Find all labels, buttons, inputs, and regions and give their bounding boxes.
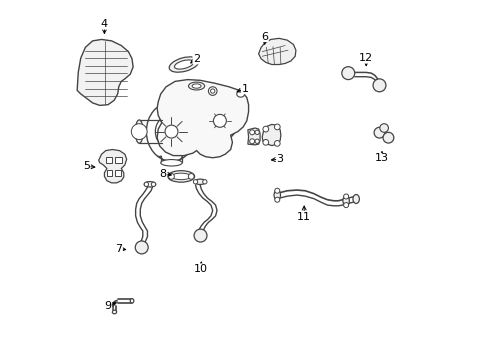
Text: 3: 3 (277, 154, 284, 164)
Ellipse shape (135, 120, 143, 143)
Circle shape (380, 124, 389, 132)
Circle shape (255, 130, 259, 134)
Circle shape (165, 125, 178, 138)
Text: 5: 5 (83, 161, 90, 171)
Circle shape (194, 229, 207, 242)
Polygon shape (115, 157, 122, 163)
Circle shape (342, 67, 355, 80)
Text: 1: 1 (242, 84, 248, 94)
Ellipse shape (195, 179, 206, 184)
Circle shape (383, 132, 394, 143)
Circle shape (255, 139, 259, 143)
Circle shape (343, 194, 349, 199)
Text: 2: 2 (193, 54, 200, 64)
Circle shape (208, 87, 217, 95)
Ellipse shape (189, 82, 205, 90)
Circle shape (374, 127, 385, 138)
Ellipse shape (343, 196, 349, 206)
Polygon shape (262, 125, 281, 145)
Ellipse shape (161, 159, 182, 166)
Ellipse shape (274, 190, 280, 200)
Polygon shape (77, 40, 133, 105)
Circle shape (275, 188, 280, 193)
Polygon shape (248, 128, 260, 145)
Ellipse shape (130, 299, 134, 303)
Circle shape (373, 79, 386, 92)
Circle shape (274, 124, 280, 130)
Ellipse shape (174, 60, 194, 69)
Polygon shape (107, 170, 112, 176)
Text: 12: 12 (359, 53, 373, 63)
Text: 10: 10 (194, 264, 208, 274)
Ellipse shape (169, 57, 199, 72)
Circle shape (263, 139, 269, 145)
Text: 6: 6 (261, 32, 268, 41)
Polygon shape (157, 80, 248, 158)
Ellipse shape (144, 181, 156, 187)
Ellipse shape (192, 84, 201, 88)
Circle shape (169, 174, 174, 179)
Circle shape (211, 89, 215, 93)
Ellipse shape (172, 173, 191, 180)
Circle shape (214, 114, 226, 127)
Circle shape (135, 241, 148, 254)
Circle shape (275, 197, 280, 202)
Polygon shape (98, 149, 126, 183)
Circle shape (131, 124, 147, 139)
Circle shape (250, 139, 255, 144)
Text: 8: 8 (160, 168, 167, 179)
Circle shape (194, 180, 197, 184)
Circle shape (151, 182, 156, 186)
Polygon shape (115, 170, 122, 176)
Ellipse shape (353, 194, 359, 203)
Text: 4: 4 (101, 19, 108, 29)
Circle shape (274, 140, 280, 146)
Text: 7: 7 (115, 244, 122, 254)
Ellipse shape (168, 171, 195, 182)
Polygon shape (106, 157, 112, 163)
Text: 13: 13 (375, 153, 389, 163)
Ellipse shape (237, 91, 245, 97)
Text: 9: 9 (104, 301, 112, 311)
Ellipse shape (112, 310, 117, 314)
Circle shape (343, 203, 349, 208)
Text: 11: 11 (297, 212, 311, 221)
Circle shape (263, 126, 269, 132)
Circle shape (203, 180, 207, 184)
Polygon shape (259, 39, 296, 64)
Circle shape (250, 130, 255, 135)
Circle shape (188, 174, 194, 179)
Circle shape (144, 182, 148, 186)
